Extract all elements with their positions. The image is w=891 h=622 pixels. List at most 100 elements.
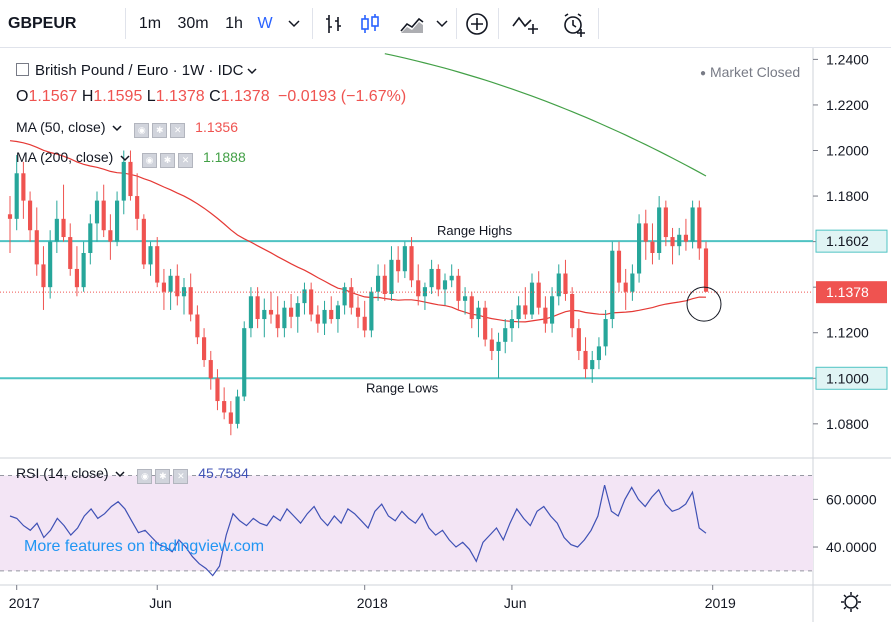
candle-body	[302, 289, 307, 304]
change-value: −0.0193 (−1.67%)	[278, 88, 407, 105]
area-chart-button[interactable]	[392, 0, 432, 47]
candle-body	[670, 237, 675, 247]
interval-dropdown[interactable]	[280, 0, 308, 47]
time-tick-label: 2018	[357, 595, 388, 611]
candle-body	[222, 401, 227, 413]
collapse-legend-icon[interactable]	[16, 63, 29, 76]
high-label: H	[81, 88, 94, 105]
chevron-down-icon[interactable]	[120, 155, 130, 162]
candle-body	[456, 275, 461, 301]
chevron-down-icon[interactable]	[115, 471, 126, 478]
candle-body	[202, 337, 207, 361]
interval-30m[interactable]: 30m	[177, 15, 209, 32]
candle-body	[483, 307, 488, 340]
candle-body	[442, 280, 448, 290]
candle-body	[536, 282, 541, 308]
add-symbol-button[interactable]	[460, 0, 494, 47]
eye-icon[interactable]: ◉	[134, 123, 150, 138]
watermark[interactable]: More features on tradingview.com	[24, 538, 265, 555]
candle-body	[74, 268, 79, 288]
candle-body	[235, 396, 240, 424]
ohlc-row: O1.1567 H1.1595 L1.1378 C1.1378 −0.0193 …	[16, 88, 406, 106]
compare-button[interactable]	[506, 0, 546, 47]
candle-body	[81, 253, 86, 288]
bar-chart-icon	[326, 14, 341, 33]
status-dot-icon: ●	[700, 68, 707, 79]
rsi-tick-label: 60.0000	[826, 491, 877, 507]
range-line-price-label: 1.1602	[826, 233, 869, 249]
candle-body	[637, 223, 642, 274]
gear-icon[interactable]: ✱	[155, 469, 171, 484]
legend-title: British Pound / Euro · 1W · IDC	[35, 62, 244, 79]
chart-canvas[interactable]: 1.24001.22001.20001.18001.16001.14001.12…	[0, 48, 891, 622]
ma50-line[interactable]	[9, 140, 707, 323]
close-icon[interactable]: ✕	[173, 469, 189, 484]
alert-button[interactable]	[556, 0, 592, 47]
bar-chart-button[interactable]	[316, 0, 352, 47]
candle-body	[369, 291, 374, 331]
candle-body	[355, 307, 361, 317]
candle-body	[175, 275, 180, 297]
eye-icon[interactable]: ◉	[137, 469, 153, 484]
candles-icon	[361, 13, 379, 33]
candle-body	[590, 360, 595, 370]
gear-icon[interactable]: ✱	[160, 153, 176, 168]
time-tick-label: Jun	[504, 595, 527, 611]
candle-body	[697, 207, 702, 249]
candle-body	[409, 246, 414, 281]
candles-button[interactable]	[352, 0, 388, 47]
symbol-search[interactable]: GBPEUR	[8, 15, 77, 32]
eye-icon[interactable]: ◉	[142, 153, 158, 168]
candle-body	[683, 234, 688, 242]
candle-body	[68, 237, 73, 269]
low-value: 1.1378	[155, 88, 205, 105]
interval-w[interactable]: W	[257, 15, 273, 32]
chart-settings-button[interactable]	[841, 592, 861, 612]
candle-body	[583, 350, 588, 370]
last-price-label-box	[816, 281, 887, 304]
interval-1m[interactable]: 1m	[138, 15, 162, 32]
candle-body	[329, 309, 334, 320]
candle-body	[389, 259, 394, 294]
candle-body	[489, 339, 494, 351]
gear-icon[interactable]: ✱	[152, 123, 168, 138]
candle-body	[449, 275, 454, 281]
candle-body	[556, 273, 561, 297]
market-status: ● Market Closed	[700, 64, 800, 80]
candle-body	[295, 303, 300, 317]
candle-body	[128, 161, 133, 197]
chevron-down-icon[interactable]	[247, 68, 257, 75]
market-status-text: Market Closed	[709, 64, 801, 80]
chevron-down-icon	[436, 20, 448, 28]
price-tick-label: 1.1800	[826, 188, 869, 204]
toolbar-divider	[456, 8, 457, 39]
candle-body	[322, 309, 327, 324]
rsi-tick-label: 40.0000	[826, 539, 877, 555]
close-icon[interactable]: ✕	[178, 153, 194, 168]
price-tick-label: 1.2000	[826, 143, 869, 159]
ma200-line[interactable]	[384, 53, 707, 177]
candle-body	[516, 305, 521, 320]
candle-body	[429, 268, 434, 288]
range-line-annotation: Range Highs	[437, 223, 513, 238]
close-icon[interactable]: ✕	[170, 123, 186, 138]
range-line-price-label-box	[815, 366, 888, 390]
candle-body	[28, 200, 33, 231]
chevron-down-icon[interactable]	[112, 125, 122, 132]
candle-body	[309, 289, 314, 315]
time-tick-label: 2019	[705, 595, 736, 611]
candle-body	[690, 207, 695, 242]
candle-body	[215, 378, 220, 402]
interval-1h[interactable]: 1h	[225, 15, 243, 32]
candle-body	[657, 207, 662, 253]
chart-type-dropdown[interactable]	[432, 0, 452, 47]
rsi-band	[0, 475, 813, 571]
candle-body	[570, 294, 575, 329]
candle-body	[141, 218, 146, 265]
candle-body	[262, 309, 267, 320]
rsi-line[interactable]	[9, 484, 707, 577]
price-tick-label: 1.2400	[826, 51, 869, 67]
candle-body	[623, 282, 628, 292]
candle-body	[563, 273, 568, 294]
ma50-value: 1.1356	[195, 119, 238, 135]
